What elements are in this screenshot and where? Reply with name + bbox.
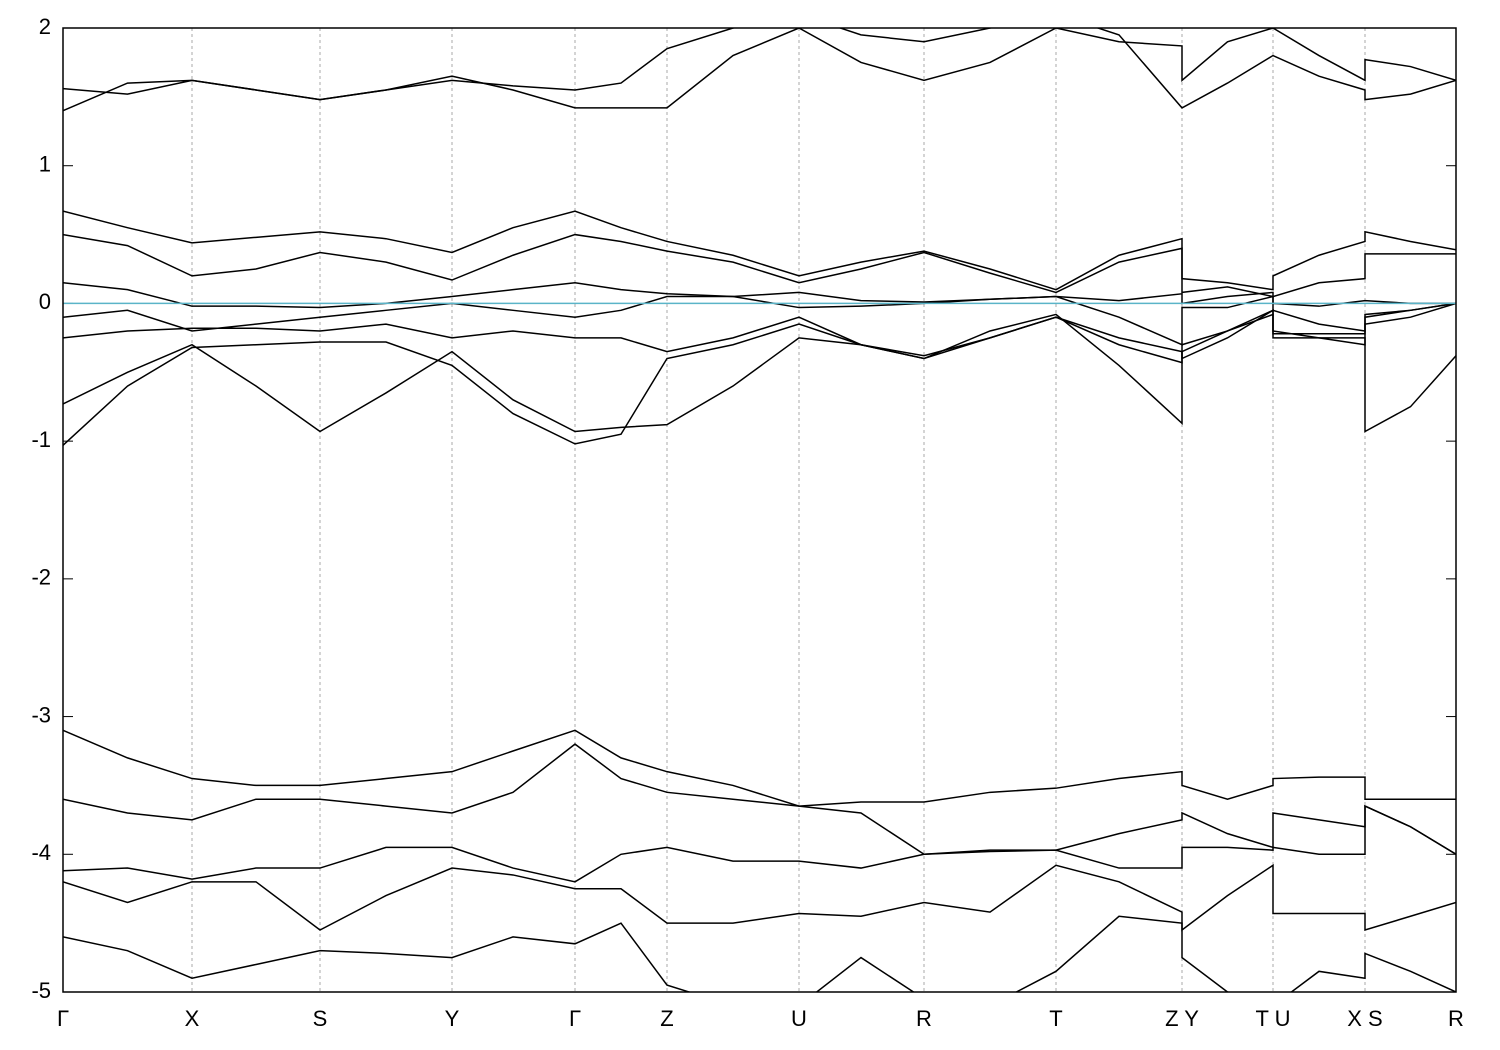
y-tick-label: -3	[31, 702, 51, 727]
y-tick-label: 2	[39, 14, 51, 39]
band-line	[63, 743, 1456, 856]
plot-frame	[62, 27, 1457, 993]
band-line	[63, 210, 1456, 291]
band-line	[63, 28, 1456, 109]
band-line	[63, 28, 1456, 112]
y-tick-label: -4	[31, 840, 51, 865]
y-tick-label: -2	[31, 565, 51, 590]
x-tick-label: Γ	[569, 1006, 581, 1031]
y-tick-label: 0	[39, 289, 51, 314]
y-tick-label: -1	[31, 427, 51, 452]
band-line	[63, 729, 1456, 807]
x-tick-label: S	[313, 1006, 328, 1031]
band-line	[63, 863, 1456, 932]
x-tick-label: Z	[660, 1006, 673, 1031]
x-tick-label: Y	[445, 1006, 460, 1031]
x-tick-label: Γ	[57, 1006, 69, 1031]
y-tick-label: 1	[39, 152, 51, 177]
plot-area	[63, 28, 1456, 992]
x-tick-label: T U	[1255, 1006, 1290, 1031]
band-line	[63, 302, 1456, 446]
x-tick-label: Z Y	[1165, 1006, 1199, 1031]
x-tick-label: U	[791, 1006, 807, 1031]
band-line	[63, 804, 1456, 883]
band-line	[63, 233, 1456, 298]
x-tick-label: R	[916, 1006, 932, 1031]
band-line	[63, 295, 1456, 346]
x-tick-label: R	[1448, 1006, 1464, 1031]
band-line	[63, 915, 1456, 992]
y-tick-label: -5	[31, 978, 51, 1003]
band-line	[63, 302, 1456, 360]
x-tick-label: X	[185, 1006, 200, 1031]
x-tick-label: X S	[1347, 1006, 1382, 1031]
x-tick-label: T	[1049, 1006, 1062, 1031]
